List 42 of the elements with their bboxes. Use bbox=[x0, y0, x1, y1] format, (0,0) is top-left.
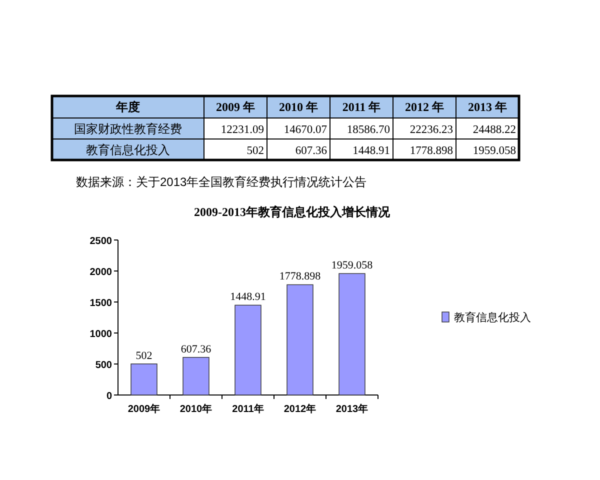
bar bbox=[182, 356, 210, 396]
data-label: 1778.898 bbox=[410, 145, 454, 157]
y-tick-label: 1500 bbox=[90, 298, 112, 309]
x-tick-label: 2009 年 bbox=[216, 100, 255, 114]
data-label: 14670.07 bbox=[284, 124, 328, 136]
data-label: 22236.23 bbox=[410, 124, 454, 136]
data-label: 607.36 bbox=[180, 343, 212, 356]
data-label: 1959.058 bbox=[331, 260, 374, 272]
x-tick-label: 2012 年 bbox=[405, 100, 444, 114]
y-tick-label: 教育信息化投入 bbox=[86, 143, 170, 157]
x-tick-label: 2012年 bbox=[284, 403, 316, 415]
chart-title: 2009-2013年教育信息化投入增长情况 bbox=[194, 205, 391, 219]
legend-label: 教育信息化投入 bbox=[454, 311, 531, 324]
y-tick-label: 500 bbox=[95, 360, 112, 371]
x-tick-label: 2013年 bbox=[336, 403, 368, 415]
data-label: 1448.91 bbox=[230, 291, 266, 304]
data-label: 1448.91 bbox=[352, 145, 390, 157]
x-tick-label: 2009年 bbox=[128, 403, 160, 415]
y-tick-label: 2500 bbox=[90, 236, 112, 247]
bar bbox=[130, 364, 158, 396]
bar bbox=[286, 284, 314, 396]
x-axis-title: 年度 bbox=[115, 100, 140, 114]
x-tick-label: 2013 年 bbox=[468, 100, 507, 114]
y-tick-label: 2000 bbox=[90, 267, 112, 278]
bar bbox=[338, 273, 366, 396]
bar bbox=[234, 304, 262, 396]
data-label: 502 bbox=[136, 350, 152, 362]
y-tick-label: 0 bbox=[106, 391, 112, 402]
data-label: 12231.09 bbox=[220, 124, 264, 136]
data-label: 502 bbox=[246, 145, 264, 157]
data-label: 18586.70 bbox=[346, 124, 390, 136]
source-note: 数据来源：关于2013年全国教育经费执行情况统计公告 bbox=[76, 175, 367, 189]
y-tick-label: 1000 bbox=[90, 329, 112, 340]
x-tick-label: 2011 年 bbox=[342, 100, 381, 114]
x-tick-label: 2010年 bbox=[180, 403, 212, 415]
x-tick-label: 2011年 bbox=[232, 403, 264, 415]
y-tick-label: 国家财政性教育经费 bbox=[74, 122, 182, 136]
data-label: 24488.22 bbox=[472, 124, 516, 136]
data-label: 1959.058 bbox=[472, 145, 516, 157]
data-label: 1778.898 bbox=[279, 270, 322, 283]
x-tick-label: 2010 年 bbox=[279, 100, 318, 114]
data-label: 607.36 bbox=[295, 145, 328, 157]
